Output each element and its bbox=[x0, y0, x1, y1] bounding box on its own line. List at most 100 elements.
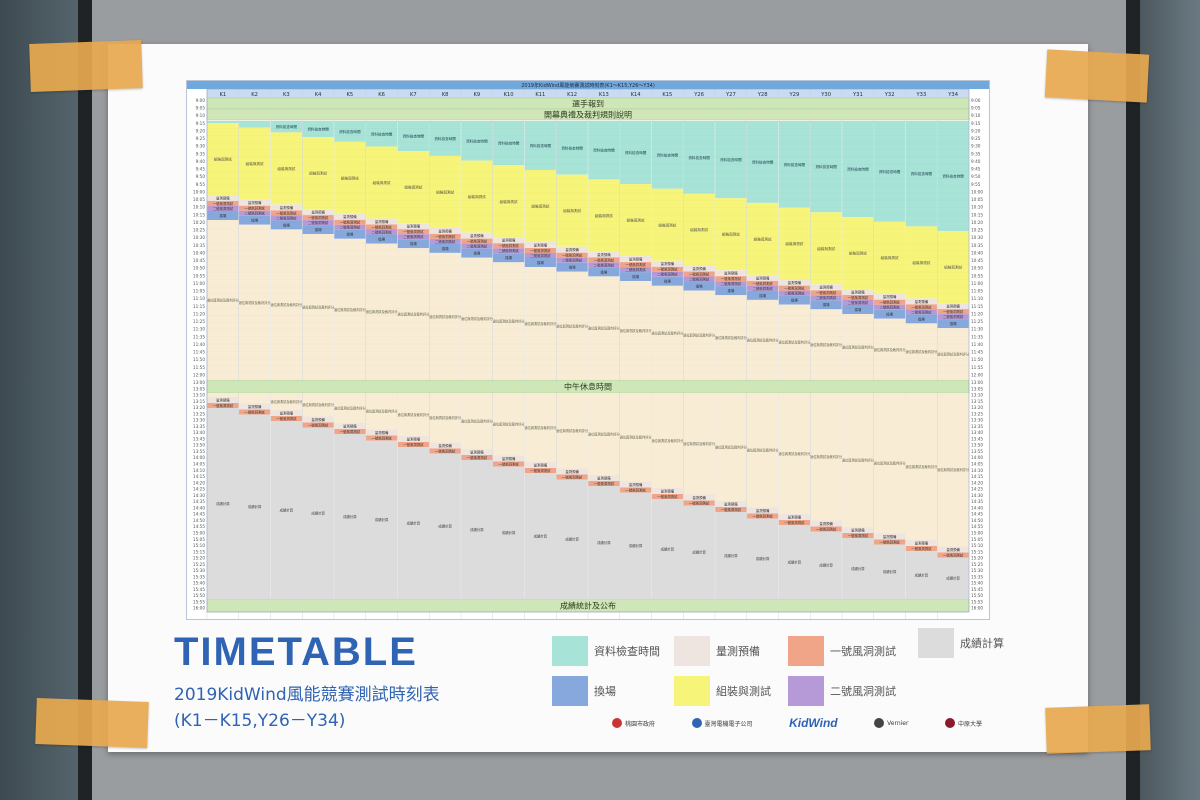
cell-tunnel1-pm-Y30 bbox=[810, 526, 842, 532]
time-label-right: 13:55 bbox=[971, 449, 983, 454]
cell-standby-label: 適位與測試及裁判評分 bbox=[429, 314, 462, 319]
cell-score-label: 成績計算 bbox=[851, 566, 865, 571]
cell-measure-label: 量測預備 bbox=[216, 195, 230, 200]
cell-tunnel2-label: 二號風洞測試 bbox=[403, 234, 424, 239]
time-label-left: 15:55 bbox=[193, 599, 205, 604]
cell-standby-K6 bbox=[366, 243, 398, 380]
time-label-left: 15:40 bbox=[193, 581, 205, 586]
time-label-left: 10:50 bbox=[193, 266, 205, 271]
time-label-left: 14:50 bbox=[193, 518, 205, 523]
taoyuan-logo-icon bbox=[612, 718, 622, 728]
cell-switch-label: 換場 bbox=[600, 269, 607, 274]
cell-score-label: 成績計算 bbox=[692, 550, 706, 555]
cell-standby-K12 bbox=[556, 271, 588, 380]
vernier-logo-icon bbox=[874, 718, 885, 728]
cell-tunnel1-label: 一號風洞測試 bbox=[403, 229, 424, 234]
cell-measure-pm-K7 bbox=[397, 436, 429, 442]
cell-standby-K5 bbox=[334, 238, 366, 380]
team-header-K10: K10 bbox=[504, 92, 514, 98]
cell-assemble-Y29 bbox=[778, 207, 810, 280]
cell-score-label: 成績計算 bbox=[819, 563, 833, 568]
cell-score-Y30 bbox=[810, 531, 842, 599]
cell-assemble-label: 組裝與測試 bbox=[500, 199, 518, 204]
time-label-right: 9:35 bbox=[971, 151, 981, 156]
time-label-right: 14:40 bbox=[971, 505, 983, 510]
cell-standby-label: 適位與測試及裁判評分 bbox=[366, 309, 399, 314]
time-label-right: 11:40 bbox=[971, 342, 983, 347]
cell-switch-K8 bbox=[429, 243, 461, 253]
cell-assemble-K8 bbox=[429, 155, 461, 228]
cell-measure-pm-label: 量測預備 bbox=[692, 495, 706, 500]
cell-tunnel1-pm-K9 bbox=[461, 455, 493, 460]
cell-check-K15 bbox=[651, 121, 683, 189]
cell-assemble-Y30 bbox=[810, 212, 842, 285]
cell-switch-Y26 bbox=[683, 281, 715, 291]
cell-standby-pm-K2 bbox=[239, 393, 271, 404]
cell-assemble-K13 bbox=[588, 179, 620, 252]
cell-standby-K14 bbox=[620, 281, 652, 380]
time-label-right: 9:40 bbox=[971, 159, 981, 164]
cell-measure-pm-K2 bbox=[239, 403, 271, 410]
time-label-left: 14:55 bbox=[193, 524, 205, 529]
cell-measure-Y27 bbox=[715, 270, 747, 277]
cell-standby-pm-Y29 bbox=[778, 393, 810, 514]
cell-tunnel2-label: 二號風洞測試 bbox=[530, 253, 551, 258]
cell-standby-label: 適位與測試及裁判評分 bbox=[493, 319, 526, 324]
cell-standby-label: 適位與測試及裁判評分 bbox=[651, 330, 684, 335]
cell-check-label: 資料檢查時間 bbox=[307, 127, 329, 132]
cell-switch-label: 換場 bbox=[950, 321, 957, 326]
cell-score-Y32 bbox=[874, 544, 906, 599]
cell-standby-label: 適位與測試及裁判評分 bbox=[683, 333, 716, 338]
timetable-chart: 2019年KidWind風能競賽測試時刻表(K1～K15,Y26～Y34) K1 K… bbox=[186, 80, 990, 620]
cell-measure-pm-label: 量測預備 bbox=[470, 449, 484, 454]
cell-switch-label: 換場 bbox=[569, 265, 576, 270]
cell-standby-pm-K5 bbox=[334, 393, 366, 423]
cell-standby-pm-K4 bbox=[302, 393, 334, 417]
cell-check-Y26 bbox=[683, 121, 715, 194]
cell-tunnel1-pm-label: 一號風洞測試 bbox=[943, 552, 964, 557]
cell-measure-K1 bbox=[207, 195, 239, 201]
cell-assemble-label: 組裝與測試 bbox=[881, 255, 899, 260]
cell-measure-K7 bbox=[397, 223, 429, 230]
cell-tunnel2-label: 二號風洞測試 bbox=[435, 239, 456, 244]
time-label-right: 14:50 bbox=[971, 518, 983, 523]
cell-standby-label: 適位與測試及裁判評分 bbox=[556, 323, 589, 328]
cell-tunnel2-Y26 bbox=[683, 276, 715, 282]
cell-tunnel1-pm-label: 一號風洞測試 bbox=[752, 513, 773, 518]
cell-switch-Y28 bbox=[747, 290, 779, 300]
cell-tunnel1-pm-label: 一號風洞測試 bbox=[213, 403, 234, 408]
cell-measure-pm-K9 bbox=[461, 449, 493, 455]
cell-score-label: 成績計算 bbox=[788, 559, 802, 564]
cell-assemble-label: 組裝與測試 bbox=[436, 189, 454, 194]
cell-tunnel1-pm-label: 一號風洞測試 bbox=[498, 461, 519, 466]
cell-tunnel1-label: 一號風洞測試 bbox=[943, 309, 964, 314]
cell-switch-label: 換場 bbox=[505, 255, 512, 260]
time-label-right: 9:15 bbox=[971, 121, 981, 126]
cell-measure-pm-Y32 bbox=[874, 533, 906, 540]
time-label-right: 13:10 bbox=[971, 393, 983, 398]
cell-tunnel1-K13 bbox=[588, 257, 620, 263]
cell-check-K13 bbox=[588, 121, 620, 180]
tape-top-right bbox=[1044, 49, 1150, 103]
cell-assemble-label: 組裝與測試 bbox=[246, 161, 264, 166]
cell-score-K9 bbox=[461, 460, 493, 599]
cell-assemble-K4 bbox=[302, 137, 334, 210]
time-label-left: 13:30 bbox=[193, 418, 205, 423]
cell-measure-pm-Y30 bbox=[810, 520, 842, 527]
cell-score-label: 成績計算 bbox=[343, 514, 357, 519]
time-label-right: 14:25 bbox=[971, 487, 983, 492]
time-label-left: 10:55 bbox=[193, 273, 205, 278]
cell-assemble-label: 組裝與測試 bbox=[277, 166, 295, 171]
cell-score-K14 bbox=[620, 492, 652, 599]
sponsor-company: 臺灣電機電子公司 bbox=[691, 718, 753, 728]
cell-tunnel1-label: 一號風洞測試 bbox=[435, 234, 456, 239]
cell-measure-Y28 bbox=[747, 274, 779, 281]
time-label-left: 14:00 bbox=[193, 455, 205, 460]
cell-standby-pm-K11 bbox=[524, 393, 556, 462]
cell-score-label: 成績計算 bbox=[216, 501, 230, 506]
cell-check-label: 資料檢查時間 bbox=[752, 159, 774, 164]
team-header-K13: K13 bbox=[599, 92, 609, 98]
cell-standby-label: 適位與測試及裁判評分 bbox=[397, 312, 430, 317]
cell-measure-pm-K10 bbox=[493, 455, 525, 462]
cell-tunnel1-pm-label: 一號風洞測試 bbox=[625, 487, 646, 492]
